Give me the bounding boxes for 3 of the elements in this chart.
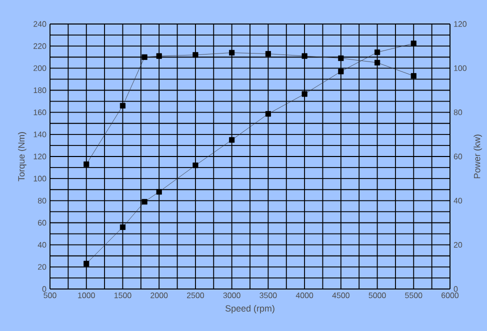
y-axis-title: Torque (Nm) xyxy=(18,132,26,182)
y2-axis-title: Power (kw) xyxy=(474,134,482,178)
x-axis-title: Speed (rpm) xyxy=(225,305,274,314)
